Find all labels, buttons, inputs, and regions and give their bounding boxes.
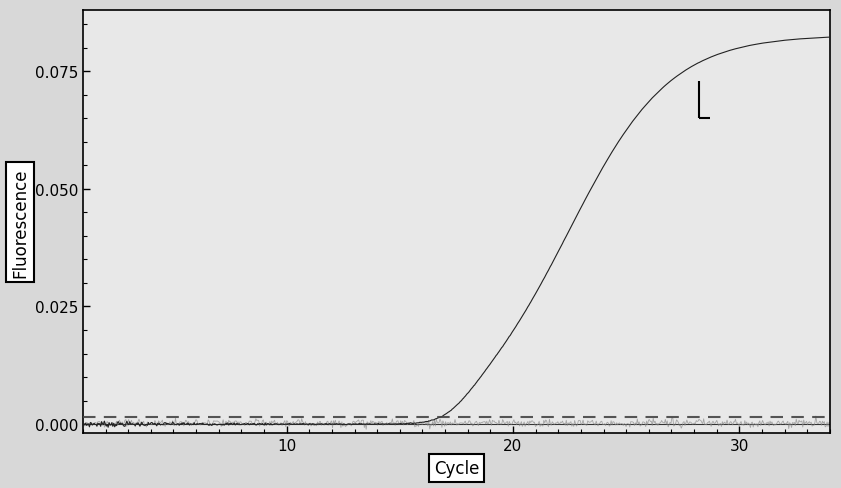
X-axis label: Cycle: Cycle — [434, 459, 479, 477]
Y-axis label: Fluorescence: Fluorescence — [11, 168, 29, 277]
